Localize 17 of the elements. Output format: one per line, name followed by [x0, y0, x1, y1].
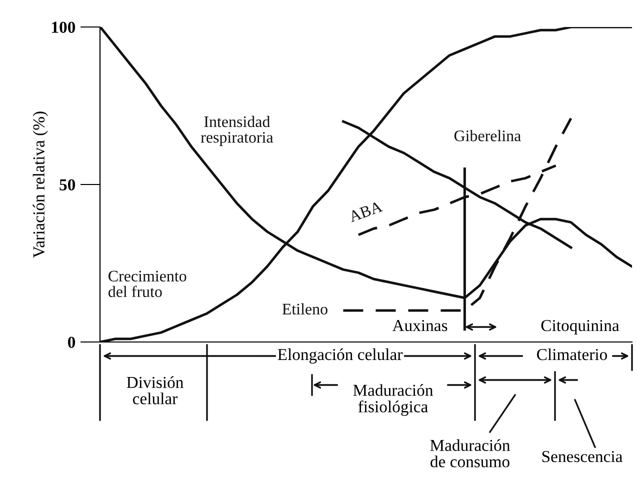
series-label: Crecimiento del fruto [108, 270, 186, 298]
text: Climaterio [537, 348, 608, 360]
text: Elongación celular [278, 348, 403, 364]
series-label: Etileno [282, 303, 328, 314]
text: Maduración de consumo [430, 439, 510, 468]
text: División celular [126, 376, 184, 404]
text: Giberelina [454, 130, 521, 142]
annotation: Auxinas [392, 320, 448, 332]
y-tick-label: 100 [52, 22, 76, 33]
text: ABA [348, 200, 384, 222]
y-axis-title: Variación relativa (%) [32, 112, 48, 258]
series-label: Intensidad respiratoria [200, 116, 274, 146]
y-tick-label: 0 [68, 336, 76, 348]
annotation: Citoquinina [541, 320, 620, 335]
text: Maduración fisiológica [353, 384, 434, 416]
y-tick-label: 50 [60, 179, 76, 190]
text: Senescencia [542, 450, 622, 462]
